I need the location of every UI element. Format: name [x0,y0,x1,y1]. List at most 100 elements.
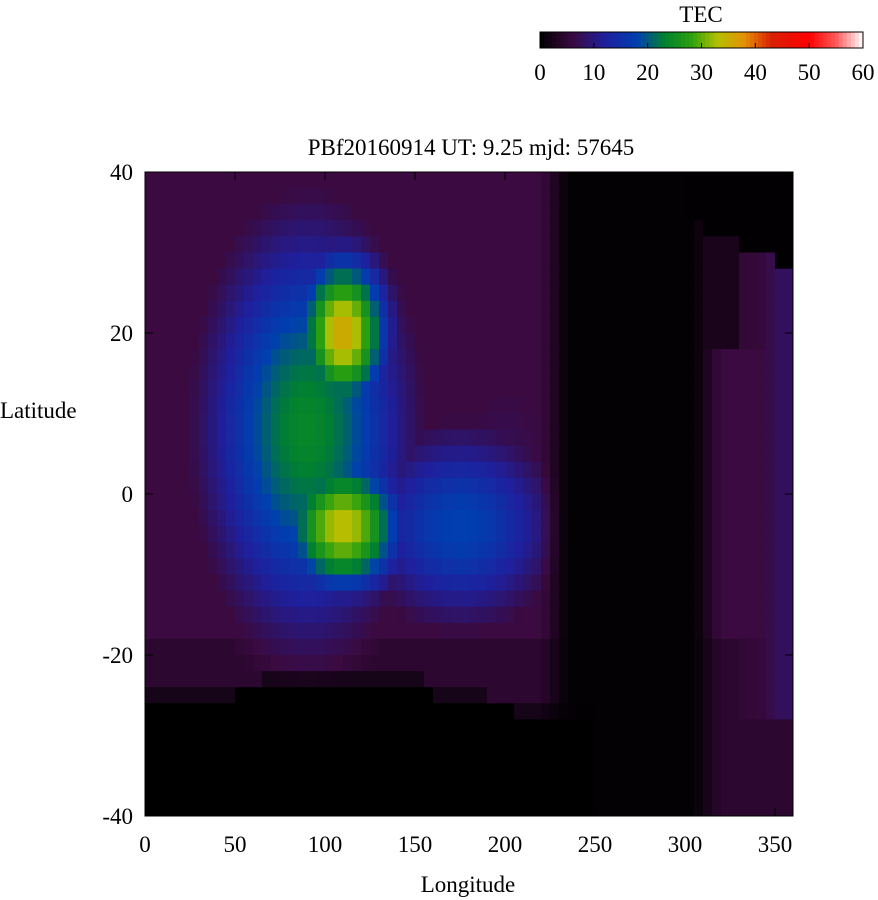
heatmap-cell [739,397,749,414]
heatmap-cell [415,783,425,801]
heatmap-cell [676,333,686,350]
heatmap-cell [730,526,740,543]
colorbar-segment [592,32,598,48]
heatmap-cell [235,703,245,720]
heatmap-cell [451,252,461,270]
heatmap-cell [415,284,425,302]
heatmap-cell [541,316,551,334]
heatmap-cell [658,799,668,817]
heatmap-cell [694,477,704,495]
heatmap-cell [748,188,758,205]
heatmap-cell [667,188,677,205]
heatmap-cell [397,751,407,769]
colorbar-tick-label: 50 [798,60,821,85]
heatmap-cell [163,558,173,575]
heatmap-cell [622,751,632,769]
heatmap-cell [433,429,443,447]
heatmap-cell [379,638,389,656]
heatmap-cell [685,268,695,286]
heatmap-cell [469,429,479,447]
heatmap-cell [154,655,164,672]
heatmap-cell [469,284,479,302]
heatmap-cell [667,783,677,801]
heatmap-cell [640,510,650,527]
heatmap-cell [541,622,551,640]
heatmap-cell [730,381,740,398]
heatmap-cell [550,799,560,817]
heatmap-cell [280,461,290,479]
heatmap-cell [685,252,695,270]
heatmap-cell [649,751,659,769]
heatmap-cell [379,687,389,704]
heatmap-cell [307,429,317,447]
heatmap-cell [568,188,578,205]
heatmap-cell [568,638,578,656]
heatmap-cell [775,799,785,817]
heatmap-cell [604,494,614,511]
heatmap-cell [721,735,731,753]
heatmap-cell [478,622,488,640]
heatmap-cell [361,703,371,720]
heatmap-cell [775,590,785,608]
heatmap-cell [469,268,479,286]
heatmap-cell [595,429,605,447]
heatmap-cell [469,719,479,736]
heatmap-cell [307,300,317,318]
heatmap-cell [559,397,569,414]
heatmap-cell [469,252,479,270]
heatmap-cell [640,767,650,785]
heatmap-cell [568,316,578,334]
heatmap-cell [676,574,686,592]
heatmap-cell [523,316,533,334]
heatmap-cell [775,316,785,334]
heatmap-cell [496,172,506,189]
heatmap-cell [712,751,722,769]
heatmap-cell [514,188,524,205]
heatmap-cell [487,381,497,398]
heatmap-cell [487,590,497,608]
colorbar-segment [733,32,739,48]
heatmap-cell [586,622,596,640]
heatmap-cell [262,477,272,495]
heatmap-cell [280,236,290,253]
heatmap-cell [343,477,353,495]
heatmap-cell [694,316,704,334]
heatmap-cell [343,316,353,334]
heatmap-cell [208,767,218,785]
heatmap-cell [388,671,398,688]
heatmap-cell [289,638,299,656]
heatmap-cell [190,687,200,704]
heatmap-cell [442,638,452,656]
heatmap-cell [226,542,236,559]
heatmap-cell [388,687,398,704]
heatmap-cell [235,783,245,801]
heatmap-cell [244,494,254,511]
heatmap-cell [298,397,308,414]
heatmap-cell [730,703,740,720]
heatmap-cell [343,638,353,656]
heatmap-cell [694,542,704,559]
heatmap-cell [298,333,308,350]
heatmap-cell [514,542,524,559]
heatmap-cell [640,349,650,366]
heatmap-cell [397,172,407,189]
heatmap-cell [721,445,731,463]
heatmap-cell [424,494,434,511]
heatmap-cell [361,429,371,447]
heatmap-cell [370,751,380,769]
heatmap-cell [505,349,515,366]
heatmap-cell [325,365,335,382]
heatmap-cell [370,703,380,720]
heatmap-cell [208,365,218,382]
heatmap-cell [154,204,164,221]
heatmap-cell [640,799,650,817]
heatmap-cell [469,783,479,801]
colorbar-segment [729,32,735,48]
heatmap-cell [235,735,245,753]
heatmap-cell [316,349,326,366]
heatmap-cell [460,300,470,318]
heatmap-cell [379,268,389,286]
heatmap-cell [694,526,704,543]
heatmap-cell [712,316,722,334]
heatmap-cell [676,188,686,205]
